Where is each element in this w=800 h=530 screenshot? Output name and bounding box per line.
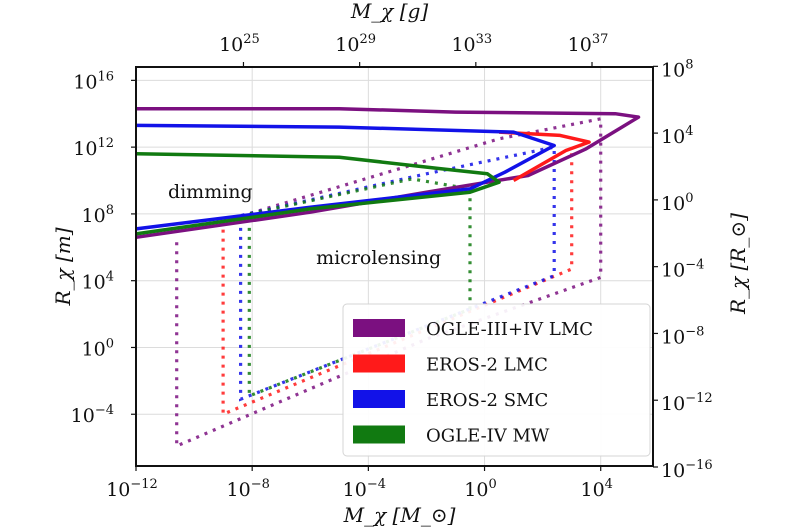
- ticks: 10−12 10−8 10−4 100 104 1016 1012 108 104 100 10−4…: [71, 32, 713, 501]
- legend-label: EROS-2 SMC: [426, 390, 548, 411]
- series-solid-eros-2-lmc: [499, 130, 591, 183]
- legend-label: OGLE-III+IV LMC: [426, 319, 593, 340]
- annotations: dimming microlensing: [168, 181, 441, 269]
- legend-label: EROS-2 LMC: [426, 355, 548, 376]
- legend-swatch: [353, 425, 405, 444]
- x-tick-label: 10−12: [106, 477, 158, 501]
- annotation-microlensing: microlensing: [316, 247, 441, 269]
- legend-swatch: [353, 319, 405, 337]
- series-dotted-ogle-iv-mw: [247, 177, 472, 399]
- x2-tick-label: 1037: [568, 32, 609, 56]
- legend-label: OGLE-IV MW: [426, 426, 550, 447]
- series-solid-ogle-iv-mw: [135, 152, 501, 236]
- x-tick-label: 10−8: [227, 477, 270, 501]
- x2-tick-label: 1029: [335, 32, 376, 56]
- y-tick-label: 1012: [73, 136, 114, 160]
- y-tick-label: 104: [82, 270, 114, 294]
- y2-tick-label: 104: [661, 124, 693, 148]
- legend-swatch: [353, 390, 405, 408]
- series-layer: [135, 106, 641, 449]
- x2-tick-label: 1025: [219, 32, 260, 56]
- annotation-dimming: dimming: [168, 181, 253, 203]
- y2-tick-label: 108: [661, 57, 693, 81]
- x-axis-title: M_χ [M_⊙]: [343, 503, 456, 527]
- y2-tick-label: 10−4: [661, 258, 704, 282]
- x2-axis-title: M_χ [g]: [350, 0, 429, 23]
- y-axis-title: R_χ [m]: [51, 227, 75, 306]
- x-tick-label: 100: [464, 477, 496, 501]
- x-tick-label: 10−4: [343, 477, 386, 501]
- y-tick-label: 100: [82, 336, 114, 360]
- legend-box: [342, 303, 651, 457]
- legend-swatch: [353, 354, 405, 373]
- series-dotted-eros-2-lmc: [221, 148, 574, 417]
- series-solid-eros-2-smc: [135, 123, 556, 231]
- x-tick-label: 104: [580, 477, 612, 501]
- y-tick-label: 10−4: [71, 403, 114, 427]
- y-tick-label: 1016: [73, 69, 114, 93]
- y2-tick-label: 10−16: [661, 458, 713, 482]
- legend: OGLE-III+IV LMC EROS-2 LMC EROS-2 SMC OGLE-…: [342, 303, 651, 457]
- y2-tick-label: 100: [661, 191, 693, 215]
- y-tick-label: 108: [82, 203, 114, 227]
- y2-tick-label: 10−8: [661, 324, 704, 348]
- y2-axis-title: R_χ [R_⊙]: [726, 213, 750, 315]
- x2-tick-label: 1033: [451, 32, 492, 56]
- y2-tick-label: 10−12: [661, 391, 713, 415]
